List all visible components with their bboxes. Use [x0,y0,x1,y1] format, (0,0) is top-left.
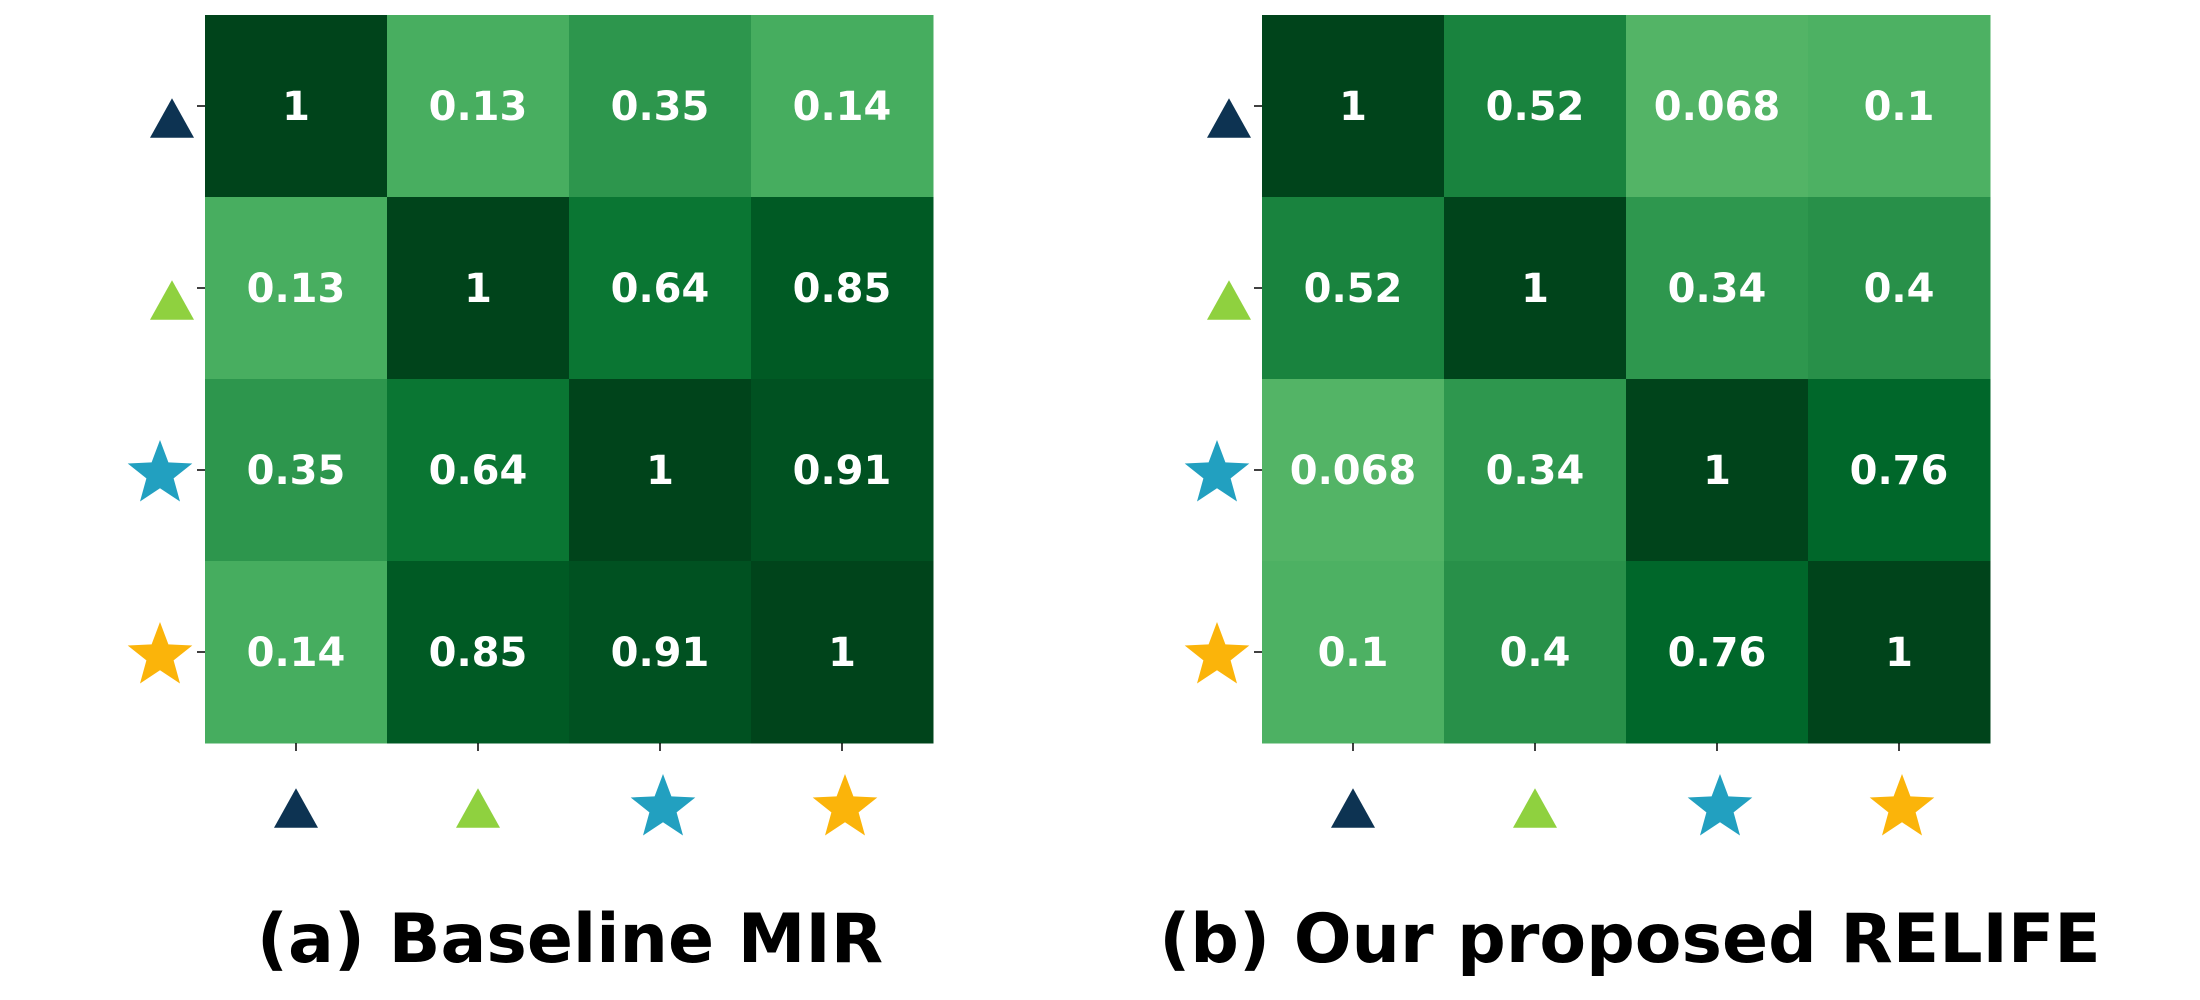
heatmap-cell-r3-c2 [569,561,752,744]
cell-value-label: 1 [1703,448,1731,494]
y-tick-marker-triangle-icon [1207,280,1251,320]
heatmap-cell-r2-c1 [1444,379,1627,562]
cell-value-label: 0.4 [1500,630,1571,676]
panel-caption: (b) Our proposed RELIFE [1159,900,2101,979]
heatmap-cell-r3-c1 [1444,561,1627,744]
y-tick-marker-star-icon [127,440,193,502]
cell-value-label: 0.13 [247,266,346,312]
cell-value-label: 1 [1521,266,1549,312]
heatmap-cell-r2-c3 [751,379,934,562]
heatmap-cell-r3-c0 [1262,561,1445,744]
cell-value-label: 0.1 [1864,84,1935,130]
heatmap-cell-r0-c1 [1444,15,1627,198]
heatmap-cell-r1-c0 [1262,197,1445,380]
x-tick-marker-triangle-icon [456,788,500,828]
heatmap-cell-r0-c0 [1262,15,1445,198]
cell-value-label: 0.068 [1654,84,1781,130]
x-tick-marker-star-icon [1687,774,1753,836]
heatmap-cell-r3-c1 [387,561,570,744]
y-tick-marker-star-icon [1184,440,1250,502]
y-tick-marker-star-icon [127,622,193,684]
cell-value-label: 0.14 [793,84,892,130]
x-tick-marker-triangle-icon [1513,788,1557,828]
heatmap-cell-r3-c0 [205,561,388,744]
heatmap-cell-r1-c3 [751,197,934,380]
heatmap-cell-r1-c3 [1808,197,1991,380]
heatmap-cell-r2-c2 [1626,379,1809,562]
heatmap-cell-r1-c2 [569,197,752,380]
cell-value-label: 0.34 [1668,266,1767,312]
cell-value-label: 1 [464,266,492,312]
heatmap-cell-r2-c0 [205,379,388,562]
cell-value-label: 0.85 [429,630,528,676]
cell-value-label: 0.34 [1486,448,1585,494]
heatmap-cell-r0-c3 [751,15,934,198]
cell-value-label: 0.64 [429,448,528,494]
cell-value-label: 0.1 [1318,630,1389,676]
cell-value-label: 0.91 [793,448,892,494]
y-tick-marker-star-icon [1184,622,1250,684]
heatmap-cell-r1-c1 [1444,197,1627,380]
cell-value-label: 0.13 [429,84,528,130]
heatmap-panel-relife: 1 0.52 0.068 0.1 0.52 1 0.34 0.4 0.068 0.34 1 0.76 0… [1159,15,2101,979]
heatmap-cell-r3-c2 [1626,561,1809,744]
heatmap-cell-r0-c2 [569,15,752,198]
y-tick-marker-triangle-icon [150,280,194,320]
cell-value-label: 0.91 [611,630,710,676]
panel-caption: (a) Baseline MIR [257,900,883,979]
y-tick-marker-triangle-icon [150,98,194,138]
heatmap-cell-r0-c1 [387,15,570,198]
cell-value-label: 0.068 [1290,448,1417,494]
x-tick-marker-triangle-icon [274,788,318,828]
cell-value-label: 0.52 [1304,266,1403,312]
heatmap-cell-r1-c0 [205,197,388,380]
x-tick-marker-star-icon [630,774,696,836]
heatmap-cell-r2-c3 [1808,379,1991,562]
cell-value-label: 0.52 [1486,84,1585,130]
heatmap-cell-r2-c0 [1262,379,1445,562]
x-tick-marker-star-icon [812,774,878,836]
cell-value-label: 0.85 [793,266,892,312]
heatmap-cell-r2-c1 [387,379,570,562]
y-tick-marker-triangle-icon [1207,98,1251,138]
heatmap-cell-r0-c2 [1626,15,1809,198]
heatmap-cell-r1-c2 [1626,197,1809,380]
cell-value-label: 0.76 [1850,448,1949,494]
cell-value-label: 0.35 [611,84,710,130]
cell-value-label: 1 [1339,84,1367,130]
cell-value-label: 0.14 [247,630,346,676]
cell-value-label: 0.4 [1864,266,1935,312]
heatmap-cell-r0-c3 [1808,15,1991,198]
cell-value-label: 1 [282,84,310,130]
heatmap-cell-r3-c3 [1808,561,1991,744]
cell-value-label: 0.76 [1668,630,1767,676]
cell-value-label: 1 [1885,630,1913,676]
cell-value-label: 1 [646,448,674,494]
cell-value-label: 0.64 [611,266,710,312]
x-tick-marker-star-icon [1869,774,1935,836]
cell-value-label: 1 [828,630,856,676]
cell-value-label: 0.35 [247,448,346,494]
x-tick-marker-triangle-icon [1331,788,1375,828]
heatmap-cell-r1-c1 [387,197,570,380]
heatmap-cell-r0-c0 [205,15,388,198]
heatmap-panel-baseline-mir: 1 0.13 0.35 0.14 0.13 1 0.64 0.85 0.35 0.64 1 0.91 0… [127,15,934,979]
heatmap-cell-r2-c2 [569,379,752,562]
heatmap-cell-r3-c3 [751,561,934,744]
